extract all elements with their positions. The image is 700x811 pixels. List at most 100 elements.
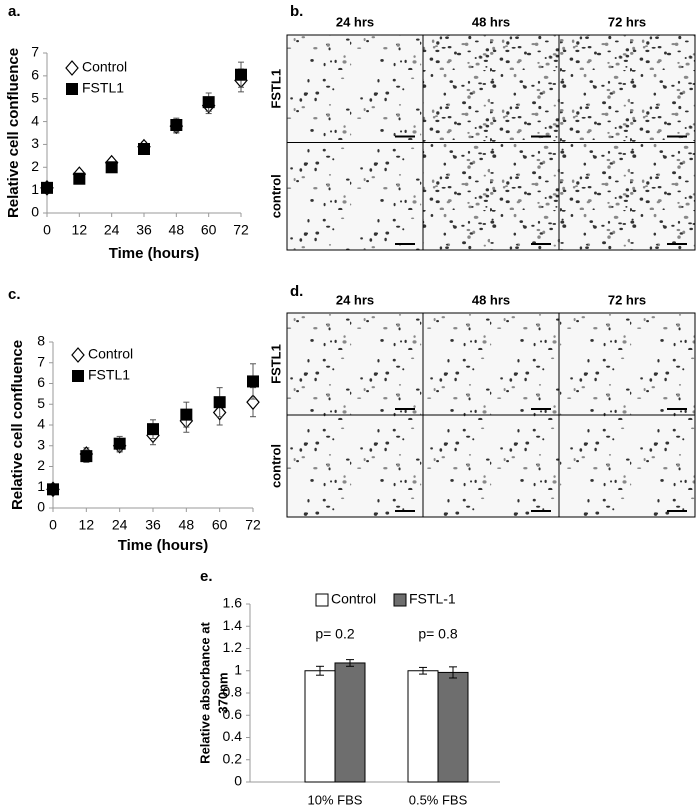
marker (180, 408, 193, 421)
x-axis-title: Time (hours) (109, 245, 200, 262)
y-tick-label: 1.6 (223, 595, 243, 611)
micrograph (422, 414, 560, 518)
panel-label: b. (290, 3, 303, 20)
legend-marker (65, 60, 79, 76)
marker (247, 375, 259, 388)
column-label: 72 hrs (608, 292, 646, 307)
y-tick-label: 5 (37, 395, 45, 411)
row-label: FSTL1 (268, 69, 283, 109)
micrograph (558, 312, 696, 416)
micrograph (422, 142, 560, 251)
marker (105, 161, 118, 174)
row-label: control (268, 174, 283, 218)
y-tick-label: 0 (234, 773, 242, 789)
panel-label: d. (290, 283, 303, 300)
micrograph (422, 312, 560, 416)
x-tick-label: 12 (72, 222, 88, 238)
legend-label: Control (88, 346, 133, 362)
y-axis-title: Relative cell confluence (9, 340, 26, 510)
legend-marker (72, 370, 84, 382)
x-tick-label: 72 (233, 222, 249, 238)
y-tick-label: 1 (37, 478, 45, 494)
x-tick-label: 0.5% FBS (409, 792, 468, 807)
y-tick-label: 2 (31, 158, 39, 174)
marker (80, 450, 93, 463)
bar (334, 662, 366, 783)
legend-swatch (315, 593, 329, 607)
micrograph (286, 414, 424, 518)
y-tick-label: 2 (37, 457, 45, 473)
x-tick-label: 60 (201, 222, 217, 238)
marker (47, 483, 59, 496)
bar (407, 670, 439, 783)
column-label: 48 hrs (472, 292, 510, 307)
y-axis-title: Relative cell confluence (5, 48, 22, 218)
error-bar (449, 666, 457, 679)
micrograph (422, 34, 560, 143)
micrograph (558, 34, 696, 143)
marker (138, 143, 150, 155)
legend-label: FSTL-1 (409, 591, 456, 607)
row-label: FSTL1 (268, 344, 283, 384)
annotation: p= 0.2 (315, 626, 355, 642)
micrograph (286, 142, 424, 251)
column-label: 24 hrs (336, 14, 374, 29)
y-tick-label: 0.6 (223, 706, 243, 722)
error-bar (316, 665, 324, 676)
marker (202, 96, 215, 109)
legend-label: FSTL1 (82, 80, 124, 96)
y-tick-label: 4 (37, 416, 45, 432)
micrograph (286, 34, 424, 143)
y-tick-label: 8 (37, 333, 45, 349)
y-tick-label: 6 (31, 67, 39, 83)
y-tick-label: 0.2 (223, 750, 243, 766)
legend-marker (66, 83, 78, 95)
y-tick-label: 1 (234, 661, 242, 677)
y-tick-label: 0.4 (223, 728, 243, 744)
panel-label: c. (8, 286, 21, 303)
bar (304, 670, 336, 783)
legend-label: FSTL1 (88, 367, 130, 383)
marker (113, 437, 126, 450)
legend-swatch (393, 593, 407, 607)
y-tick-label: 5 (31, 89, 39, 105)
marker (170, 119, 183, 131)
error-bar (419, 666, 427, 675)
marker (235, 68, 247, 81)
marker (73, 172, 86, 185)
panel-label: e. (200, 568, 213, 585)
y-tick-label: 1.2 (223, 639, 243, 655)
legend-label: Control (82, 59, 127, 75)
x-tick-label: 12 (79, 517, 95, 533)
y-tick-label: 6 (37, 374, 45, 390)
panel-label: a. (8, 3, 21, 20)
x-tick-label: 0 (43, 222, 51, 238)
marker (41, 181, 53, 194)
micrograph (286, 312, 424, 416)
x-tick-label: 48 (179, 517, 195, 533)
x-tick-label: 36 (136, 222, 152, 238)
annotation: p= 0.8 (418, 626, 458, 642)
marker (213, 396, 226, 409)
x-tick-label: 48 (169, 222, 185, 238)
micrograph (558, 142, 696, 251)
y-tick-label: 3 (31, 135, 39, 151)
y-tick-label: 3 (37, 436, 45, 452)
y-tick-label: 7 (31, 44, 39, 60)
y-tick-label: 7 (37, 353, 45, 369)
y-tick-label: 1 (31, 181, 39, 197)
x-tick-label: 72 (245, 517, 261, 533)
column-label: 72 hrs (608, 14, 646, 29)
x-tick-label: 24 (104, 222, 120, 238)
bar (437, 671, 469, 783)
error-bar (346, 659, 354, 667)
row-label: control (268, 444, 283, 488)
legend-label: Control (331, 591, 376, 607)
y-tick-label: 0 (31, 204, 39, 220)
x-tick-label: 60 (212, 517, 228, 533)
micrograph (558, 414, 696, 518)
y-axis-title: 370nm (215, 672, 230, 713)
y-tick-label: 4 (31, 112, 39, 128)
x-tick-label: 0 (49, 517, 57, 533)
